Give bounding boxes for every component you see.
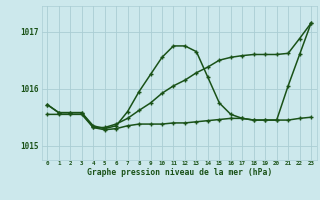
- X-axis label: Graphe pression niveau de la mer (hPa): Graphe pression niveau de la mer (hPa): [87, 168, 272, 177]
